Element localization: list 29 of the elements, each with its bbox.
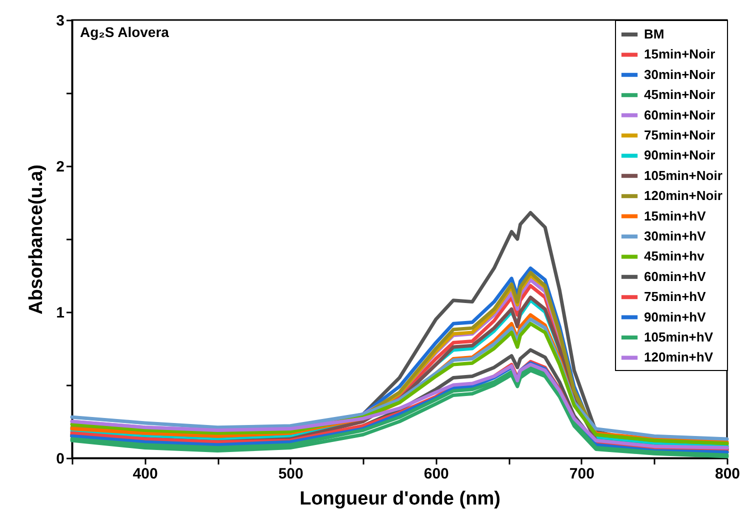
legend-label: 90min+hV (644, 309, 706, 324)
y-axis-title: Absorbance(u.a) (26, 164, 48, 314)
legend-label: 30min+hV (644, 228, 706, 244)
x-tick-label: 500 (278, 466, 304, 482)
legend-label: 15min+Noir (644, 46, 716, 62)
y-tick-label: 2 (56, 158, 64, 176)
x-tick-label: 700 (569, 466, 594, 482)
y-tick-label: 3 (56, 12, 64, 30)
legend-label: 120min+hV (644, 350, 714, 365)
legend-label: 90min+Noir (644, 148, 716, 163)
x-axis-title: Longueur d'onde (nm) (300, 488, 500, 510)
legend-label: 15min+hV (644, 208, 706, 224)
legend-label: 45min+Noir (644, 87, 716, 102)
legend-label: 105min+hV (644, 330, 714, 344)
legend-label: 75min+hV (644, 289, 706, 304)
legend-label: 30min+Noir (644, 66, 716, 82)
x-tick-label: 600 (424, 466, 449, 482)
annotation: Ag₂S Alovera (80, 24, 170, 40)
legend-label: 75min+Noir (644, 128, 716, 142)
y-tick-label: 0 (56, 450, 64, 468)
x-tick-label: 800 (714, 466, 740, 482)
x-tick-label: 400 (132, 466, 158, 482)
legend-label: 120min+Noir (644, 188, 722, 204)
legend-label: 45min+hv (644, 248, 706, 264)
legend-label: 105min+Noir (644, 168, 722, 183)
y-tick-label: 1 (56, 304, 64, 322)
legend-label: 60min+Noir (644, 107, 716, 122)
legend-label: BM (644, 26, 664, 42)
legend-label: 60min+hV (644, 268, 706, 284)
